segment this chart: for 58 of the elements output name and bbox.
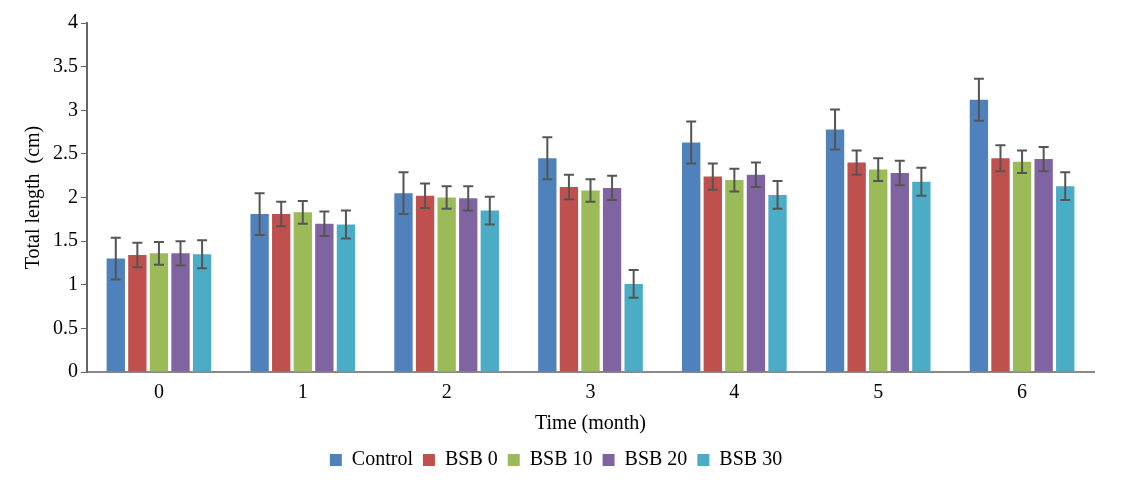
bar xyxy=(394,193,413,372)
y-tick-label: 3.5 xyxy=(53,53,78,76)
bar xyxy=(459,198,478,372)
bar xyxy=(1012,161,1032,372)
bar xyxy=(746,174,766,372)
x-tick-label: 6 xyxy=(1017,380,1028,403)
y-axis-title: Total length (cm) xyxy=(21,125,45,270)
bar xyxy=(480,210,499,372)
bar xyxy=(581,190,600,372)
y-tick-label: 0.5 xyxy=(53,315,78,338)
legend-label: BSB 20 xyxy=(624,447,688,470)
bar xyxy=(912,181,931,372)
x-tick-label: 5 xyxy=(873,380,884,403)
y-tick-label: 4 xyxy=(68,10,78,33)
x-tick-label: 3 xyxy=(585,380,596,403)
y-tick-label: 3 xyxy=(68,97,78,120)
bar xyxy=(725,180,744,372)
bar xyxy=(192,254,212,372)
legend-label: Control xyxy=(351,447,414,470)
bar xyxy=(336,224,356,372)
x-tick-label: 0 xyxy=(153,380,164,403)
bar xyxy=(847,162,866,372)
legend-label: BSB 10 xyxy=(529,447,593,470)
bar xyxy=(171,253,190,372)
bar xyxy=(106,258,125,372)
x-tick-label: 4 xyxy=(729,380,740,403)
bar xyxy=(1034,159,1053,372)
legend-label: BSB 0 xyxy=(444,447,498,470)
y-tick-label: 2 xyxy=(68,184,78,207)
bar xyxy=(991,158,1010,372)
bar xyxy=(682,142,701,372)
bar xyxy=(624,283,643,372)
legend-label: BSB 30 xyxy=(719,447,783,470)
bar xyxy=(293,212,312,372)
bar xyxy=(825,129,845,372)
bar xyxy=(128,255,147,372)
bar xyxy=(415,195,435,372)
bar xyxy=(1056,186,1075,372)
bar xyxy=(602,187,622,372)
x-tick-label: 1 xyxy=(297,380,308,403)
bar xyxy=(272,214,291,372)
x-tick-label: 2 xyxy=(441,380,452,403)
bar xyxy=(869,169,888,372)
bar xyxy=(315,223,334,372)
bar xyxy=(890,173,909,372)
bar xyxy=(250,214,269,372)
y-tick-label: 0 xyxy=(68,359,78,382)
y-tick-label: 1 xyxy=(68,272,78,294)
bar xyxy=(538,158,557,372)
bar xyxy=(559,187,579,372)
bar xyxy=(969,99,989,372)
bar xyxy=(703,176,722,372)
bar xyxy=(437,197,456,372)
bar xyxy=(149,253,169,372)
x-axis-title: Time (month) xyxy=(535,411,646,435)
y-tick-label: 1.5 xyxy=(53,228,78,251)
y-tick-label: 2.5 xyxy=(53,141,78,164)
bar xyxy=(768,194,787,372)
